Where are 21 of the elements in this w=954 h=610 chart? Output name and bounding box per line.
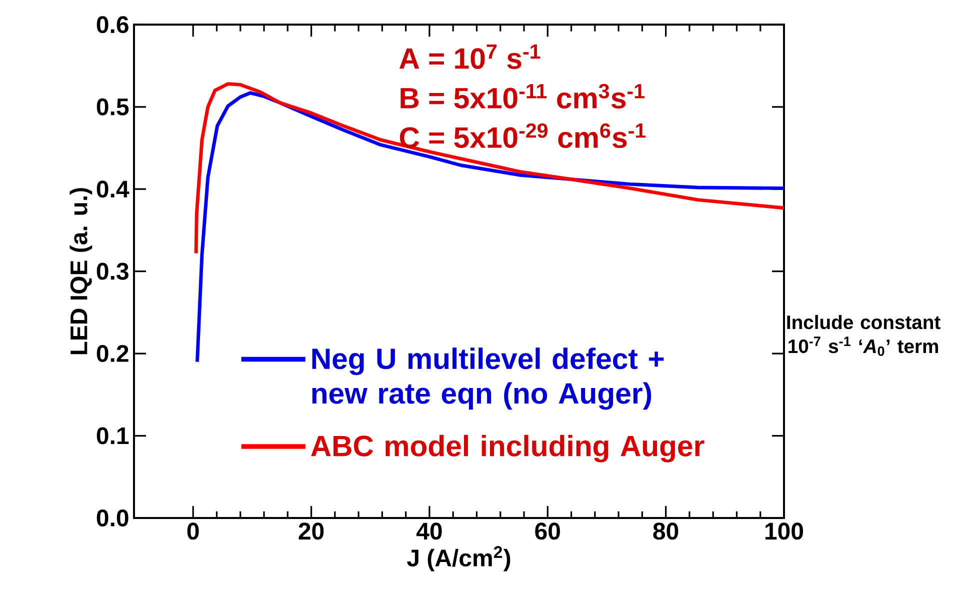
x-tick-label: 40: [416, 522, 442, 540]
y-tick-label: 0.0: [96, 509, 128, 526]
y-axis-title: LED IQE (a. u.): [70, 188, 92, 354]
y-tick-label: 0.6: [96, 16, 128, 34]
x-axis-title: J (A/cm$^{2}$): [407, 546, 510, 572]
annotation: A = 10$^{7}$ s$^{-1}$: [399, 44, 540, 69]
x-tick-label: 20: [298, 522, 324, 540]
y-tick-label: 0.5: [96, 98, 129, 116]
annotation: B = 5x10$^{-11}$ cm$^{3}$s$^{-1}$: [400, 84, 644, 109]
y-tick-label: 0.1: [96, 427, 129, 444]
y-tick-label: 0.2: [96, 345, 128, 362]
text: Include constant 10$^{-7}$ s$^{-1}$ ‘A$_{0}$’ term: [787, 314, 940, 356]
y-tick-label: 0.4: [96, 180, 130, 198]
legend-label: Neg U multilevel defect + new rate eqn (no Auger): [312, 348, 664, 410]
y-tick-label: 0.3: [96, 262, 128, 280]
x-tick-label: 100: [765, 522, 804, 540]
annotation: C = 5x10$^{-29}$ cm$^{6}$s$^{-1}$: [400, 123, 646, 148]
x-tick-label: 0: [187, 522, 199, 540]
x-tick-label: 60: [535, 522, 560, 540]
legend-label: ABC model including Auger: [311, 434, 704, 462]
x-tick-label: 80: [653, 522, 678, 540]
